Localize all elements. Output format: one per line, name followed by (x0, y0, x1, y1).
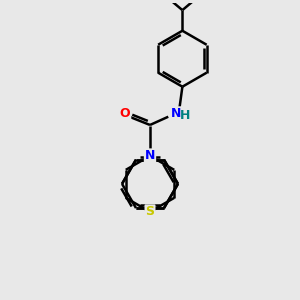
Text: N: N (145, 149, 155, 162)
Text: H: H (180, 109, 190, 122)
Text: S: S (146, 205, 154, 218)
Text: N: N (171, 107, 181, 120)
Text: O: O (120, 107, 130, 120)
